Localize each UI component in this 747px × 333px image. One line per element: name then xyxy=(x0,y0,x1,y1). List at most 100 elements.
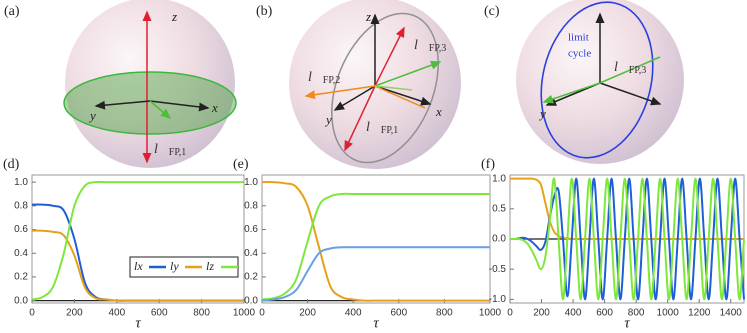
x-tick-label: 600 xyxy=(596,308,613,319)
x-axis xyxy=(374,85,432,106)
x-tick-label: 1000 xyxy=(657,308,680,319)
panel-label: (d) xyxy=(3,157,20,172)
panel-label: (f) xyxy=(481,157,495,172)
fixed-point-vector xyxy=(542,82,601,104)
x-tick-label: 1400 xyxy=(720,308,743,319)
x-tick-label: 1200 xyxy=(688,308,711,319)
vector-symbol: l⃗ xyxy=(366,120,381,135)
axis-label: z xyxy=(171,9,177,24)
y-axis xyxy=(94,100,151,110)
y-tick-label: -1.0 xyxy=(489,294,507,305)
y-tick-label: 0.4 xyxy=(14,248,28,259)
legend-label: lx xyxy=(134,259,143,273)
x-axis-label: τ xyxy=(135,315,141,331)
x-tick-label: 400 xyxy=(565,308,582,319)
y-tick-label: 0.0 xyxy=(244,295,258,306)
x-tick-label: 800 xyxy=(628,308,645,319)
x-tick-label: 1000 xyxy=(479,308,502,319)
y-tick-label: 0.6 xyxy=(14,224,28,235)
y-tick-label: 1.0 xyxy=(492,173,506,184)
vector-subscript: FP,1 xyxy=(169,147,187,158)
y-tick-label: -0.5 xyxy=(489,264,507,275)
y-tick-label: 0.8 xyxy=(14,200,28,211)
y-tick-label: 0.0 xyxy=(492,234,506,245)
series-line xyxy=(510,177,745,301)
vector-symbol: l⃗ xyxy=(154,142,169,157)
y-tick-label: 0.2 xyxy=(244,272,258,283)
y-axis xyxy=(333,85,376,111)
vector-subscript: FP,1 xyxy=(381,125,399,136)
annotation: limit xyxy=(568,32,589,44)
vector-label: l⃗FP,3 xyxy=(414,38,446,54)
x-tick-label: 0 xyxy=(507,308,513,319)
x-tick-label: 200 xyxy=(299,308,316,319)
panel-label: (c) xyxy=(484,4,500,19)
vector-subscript: FP,3 xyxy=(429,43,447,54)
x-axis-label: τ xyxy=(624,315,630,331)
x-axis xyxy=(599,82,662,106)
x-tick-label: 600 xyxy=(151,308,168,319)
chart: 0 200 400 600 800 1000 0.0 0.2 0.4 0.6 0.8 1.0 (e) τ xyxy=(233,157,502,331)
series-line xyxy=(261,246,490,302)
sphere-b: (b) z x y l⃗FP,1 l⃗FP,2 l⃗FP,3 xyxy=(256,0,461,169)
plot-frame xyxy=(31,174,245,304)
panel-label: (b) xyxy=(256,4,273,19)
fixed-point-vector xyxy=(374,85,426,109)
sphere xyxy=(65,0,235,168)
vector-subscript: FP,2 xyxy=(323,75,341,86)
axis-label: y xyxy=(538,106,546,121)
legend-label: ly xyxy=(170,259,179,273)
y-tick-label: 0.5 xyxy=(492,203,506,214)
y-tick-label: 0.0 xyxy=(14,295,28,306)
vector-symbol: l⃗ xyxy=(614,60,629,75)
series-line xyxy=(31,180,244,301)
state-vector xyxy=(149,100,172,119)
x-tick-label: 400 xyxy=(345,308,362,319)
y-tick-label: 0.6 xyxy=(244,224,258,235)
orbit xyxy=(331,12,439,164)
x-tick-label: 0 xyxy=(29,308,35,319)
sphere-c: (c) y limit cycle l⃗FP,3 xyxy=(484,0,684,164)
vector-label: l⃗FP,1 xyxy=(366,120,398,136)
chart: 0 200 400 600 800 1000 0.0 0.2 0.4 0.6 0.8 1.0 (d) τ l… xyxy=(3,157,256,331)
legend-label: lz xyxy=(206,259,214,273)
y-tick-label: 0.2 xyxy=(14,272,28,283)
x-tick-label: 1000 xyxy=(233,308,256,319)
fixed-point-vector xyxy=(374,26,405,87)
annotation: cycle xyxy=(568,48,591,60)
panel-label: (a) xyxy=(4,4,20,19)
vector-symbol: l⃗ xyxy=(308,70,323,85)
axis-label: x xyxy=(435,104,442,119)
vector-label: l⃗FP,2 xyxy=(308,70,340,86)
x-axis xyxy=(149,100,210,112)
series-line xyxy=(261,181,490,302)
axis-label: z xyxy=(365,9,371,24)
vector-symbol: l⃗ xyxy=(414,38,429,53)
sphere-a: (a) z x y l⃗FP,1 xyxy=(4,0,237,168)
y-tick-label: 0.8 xyxy=(244,200,258,211)
y-tick-label: 1.0 xyxy=(244,177,258,188)
x-tick-label: 600 xyxy=(390,308,407,319)
fixed-point-vector xyxy=(304,85,376,100)
fixed-point-vector xyxy=(599,56,661,84)
fixed-point-vector xyxy=(344,85,376,152)
x-tick-label: 0 xyxy=(259,308,265,319)
x-axis-label: τ xyxy=(373,315,379,331)
y-tick-label: 1.0 xyxy=(14,177,28,188)
vector-label: l⃗FP,3 xyxy=(614,60,646,76)
x-tick-label: 800 xyxy=(436,308,453,319)
x-tick-label: 200 xyxy=(533,308,550,319)
series-line xyxy=(261,192,490,301)
axis-label: y xyxy=(324,112,332,127)
plot-frame xyxy=(261,174,491,304)
vector-subscript: FP,3 xyxy=(629,65,647,76)
vector-label: l⃗FP,1 xyxy=(154,142,186,158)
axis-label: x xyxy=(211,100,218,115)
x-tick-label: 400 xyxy=(108,308,125,319)
equator-disk xyxy=(63,71,237,135)
chart: 0 200 400 600 800 1000 1200 1400 -1.0 -0.5 0.0 0.5 1… xyxy=(481,157,745,331)
state-vector xyxy=(374,85,413,91)
y-tick-label: 0.4 xyxy=(244,248,258,259)
x-tick-label: 200 xyxy=(66,308,83,319)
